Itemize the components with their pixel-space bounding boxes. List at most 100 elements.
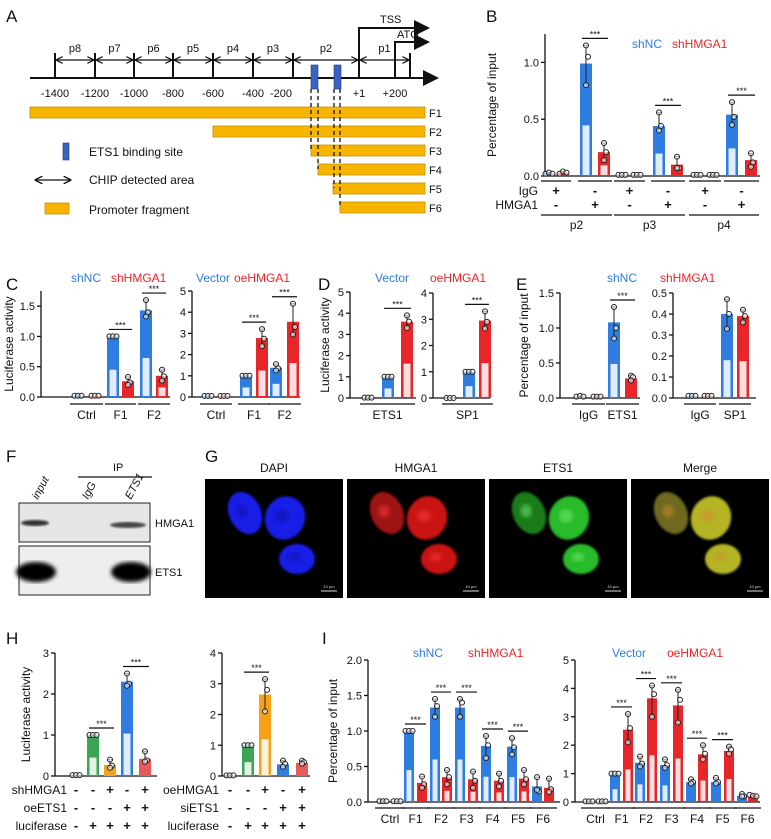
significance-label: *** bbox=[115, 320, 126, 330]
x-category-label: F6 bbox=[740, 812, 754, 826]
data-point bbox=[713, 780, 719, 787]
bar bbox=[507, 746, 517, 802]
position-label: +1 bbox=[353, 88, 366, 100]
bar-pattern bbox=[612, 789, 618, 801]
scale-bar-label: 10 μm bbox=[749, 584, 761, 589]
region-label: p4 bbox=[227, 43, 239, 55]
position-label: -400 bbox=[242, 88, 264, 100]
fragment-label: F3 bbox=[429, 146, 442, 158]
nucleolus bbox=[520, 504, 532, 518]
y-tick-label: 4 bbox=[421, 288, 427, 300]
x-category-label: F6 bbox=[536, 812, 550, 826]
micrograph-1 bbox=[347, 479, 485, 598]
data-point bbox=[383, 798, 390, 805]
data-point bbox=[675, 719, 681, 726]
data-point bbox=[656, 127, 662, 134]
bar-pattern bbox=[700, 780, 706, 801]
data-point bbox=[125, 381, 131, 388]
condition-mark: - bbox=[246, 800, 250, 815]
data-point bbox=[246, 372, 253, 379]
data-point bbox=[677, 696, 683, 703]
data-point bbox=[546, 775, 552, 782]
data-point bbox=[583, 82, 589, 89]
chart-panel-i-10: 0 1 2 3 4 5 Vector oeHMGA1 Ctrl F1 F2 F3 F4 F5 F6 *** **… bbox=[563, 646, 761, 826]
data-point bbox=[107, 764, 113, 771]
y-tick-label: 1.5 bbox=[20, 301, 35, 313]
y-tick-label: 2 bbox=[180, 350, 186, 362]
data-point bbox=[700, 756, 706, 763]
data-point bbox=[651, 691, 657, 698]
data-point bbox=[159, 377, 165, 384]
data-point bbox=[406, 318, 412, 325]
condition-mark: + bbox=[106, 782, 114, 797]
data-point bbox=[585, 53, 591, 60]
panel-letter-c: C bbox=[6, 275, 18, 294]
legend-fragment-icon bbox=[44, 202, 70, 215]
x-category-label: F2 bbox=[434, 812, 448, 826]
y-tick-label: 1 bbox=[421, 367, 427, 379]
data-point bbox=[742, 313, 748, 320]
condition-mark: + bbox=[141, 818, 149, 833]
data-point bbox=[208, 392, 215, 399]
data-point bbox=[125, 374, 131, 381]
position-label: -200 bbox=[270, 88, 292, 100]
bar-pattern bbox=[109, 369, 117, 396]
data-point bbox=[637, 763, 643, 770]
data-point bbox=[95, 392, 102, 399]
tss-label: TSS bbox=[380, 14, 401, 26]
significance-label: *** bbox=[513, 722, 524, 732]
y-tick-label: 1 bbox=[43, 730, 49, 742]
x-category-label: Ctrl bbox=[586, 812, 605, 826]
y-axis-label: Percentage of input bbox=[517, 293, 531, 398]
bar bbox=[277, 764, 289, 776]
ets1-binding-site bbox=[333, 64, 342, 90]
data-point bbox=[534, 774, 540, 781]
data-point bbox=[290, 331, 296, 338]
data-point bbox=[280, 763, 286, 770]
y-tick-label: 2 bbox=[421, 341, 427, 353]
condition-mark: + bbox=[664, 197, 672, 212]
data-point bbox=[264, 686, 270, 693]
immunofluorescence-panels: DAPI 10 μm HMGA1 10 μm ETS1 10 μm Merge 10 μm bbox=[205, 461, 769, 598]
data-point bbox=[142, 758, 148, 765]
channel-label: Merge bbox=[683, 461, 717, 475]
ip-label: IP bbox=[113, 462, 123, 474]
y-tick-label: 0.0 bbox=[20, 392, 35, 404]
bar-pattern bbox=[675, 758, 681, 801]
channel-label: DAPI bbox=[260, 461, 288, 475]
condition-mark: + bbox=[244, 818, 252, 833]
legend-ets1-icon bbox=[62, 142, 70, 161]
bar bbox=[610, 773, 620, 802]
nucleolus bbox=[275, 509, 289, 523]
bar-pattern bbox=[625, 769, 631, 801]
region-label: p5 bbox=[187, 43, 199, 55]
data-point bbox=[688, 780, 694, 787]
legend-entry: shNC bbox=[607, 271, 637, 285]
bar bbox=[635, 762, 645, 802]
data-point bbox=[713, 171, 720, 178]
x-category-label: F2 bbox=[277, 408, 291, 422]
channel-label: HMGA1 bbox=[395, 461, 438, 475]
condition-mark: + bbox=[141, 782, 149, 797]
data-point bbox=[78, 392, 85, 399]
data-point bbox=[446, 774, 452, 781]
x-category-label: IgG bbox=[579, 408, 598, 422]
data-point bbox=[675, 686, 681, 693]
x-category-label: F5 bbox=[715, 812, 729, 826]
data-point bbox=[469, 368, 476, 375]
condition-mark: + bbox=[552, 183, 560, 198]
data-point bbox=[523, 776, 529, 783]
y-tick-label: 1 bbox=[338, 372, 344, 384]
y-tick-label: 0.5 bbox=[347, 762, 362, 774]
condition-mark: - bbox=[263, 800, 267, 815]
data-point bbox=[708, 392, 715, 399]
nucleolus bbox=[287, 552, 301, 562]
bar-pattern bbox=[465, 386, 473, 397]
data-point bbox=[483, 732, 489, 739]
lane-label-input: input bbox=[30, 474, 52, 502]
promoter-diagram: -1400 -1200 -1000 -800 -600 -400 -200 +1 +200 p8 p… bbox=[29, 14, 442, 217]
data-point bbox=[262, 708, 268, 715]
x-category-label: F1 bbox=[247, 408, 261, 422]
x-category-label: F5 bbox=[511, 812, 525, 826]
